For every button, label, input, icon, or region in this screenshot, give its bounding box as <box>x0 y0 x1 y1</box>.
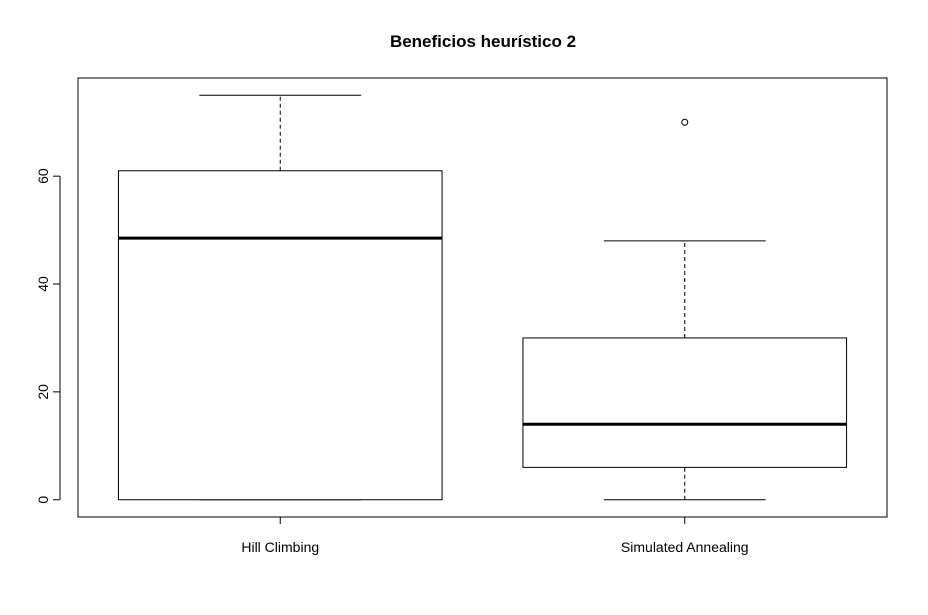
y-tick-label: 20 <box>35 384 51 400</box>
x-category-label: Simulated Annealing <box>621 539 749 555</box>
box-iqr <box>522 337 848 468</box>
y-tick-label: 40 <box>35 276 51 292</box>
box-group <box>522 118 848 501</box>
chart-title: Beneficios heurístico 2 <box>390 32 576 51</box>
y-axis: 0 20 40 60 <box>35 168 61 504</box>
x-axis: Hill Climbing Simulated Annealing <box>241 517 749 555</box>
x-category-label: Hill Climbing <box>241 539 319 555</box>
y-tick-label: 0 <box>35 496 51 504</box>
y-tick-label: 60 <box>35 168 51 184</box>
box-iqr <box>117 170 443 501</box>
outlier-point <box>681 118 689 126</box>
box-group <box>117 94 443 501</box>
boxes <box>117 94 848 501</box>
plot-frame <box>77 77 888 518</box>
